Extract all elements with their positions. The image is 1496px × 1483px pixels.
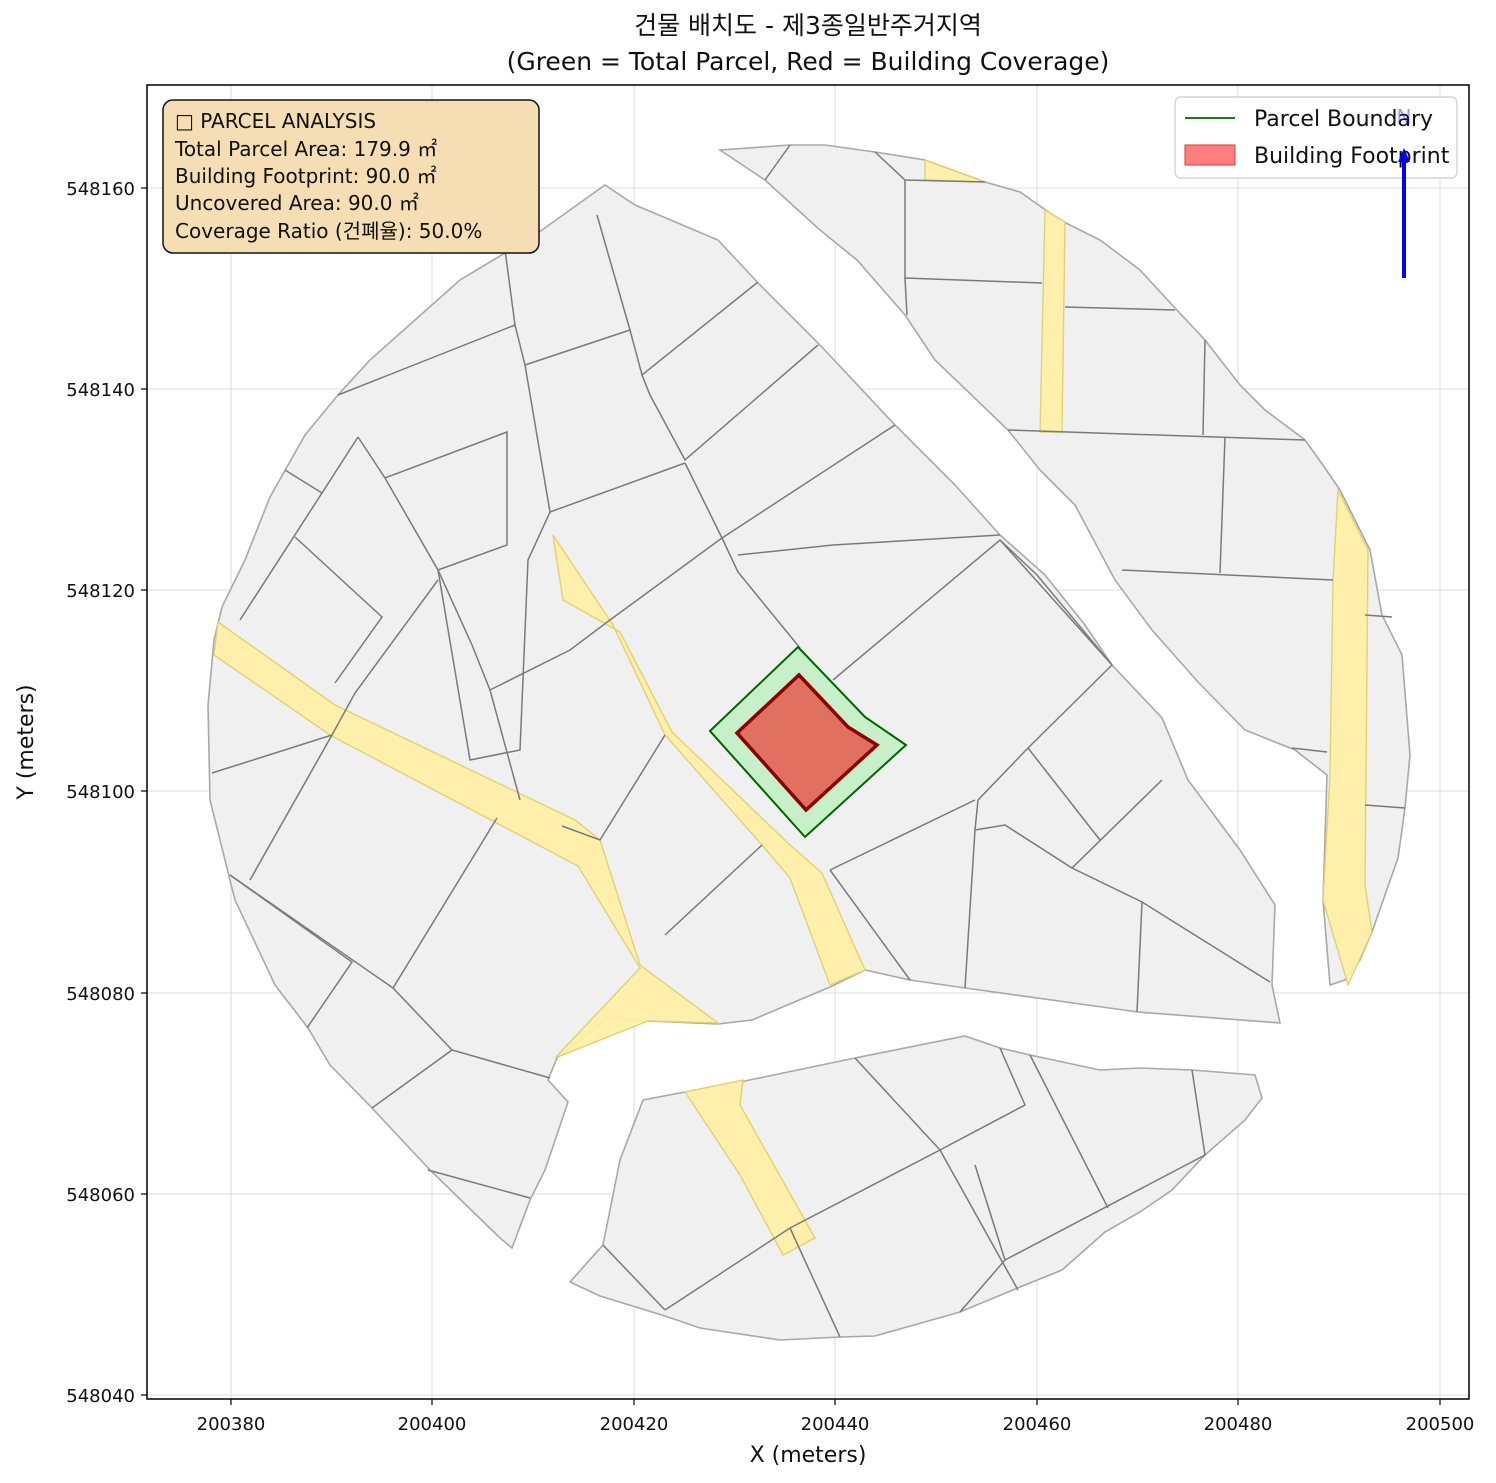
line-ak (764, 144, 791, 181)
info-total-area: Total Parcel Area: 179.9 ㎡ (174, 137, 437, 161)
x-tick-label: 200480 (1204, 1414, 1273, 1435)
line-al (1064, 306, 1176, 311)
line-l (974, 779, 1163, 869)
info-heading: □ PARCEL ANALYSIS (175, 109, 376, 133)
line-at (854, 1047, 1026, 1151)
line-ar (1291, 747, 1328, 753)
y-tick-label: 548080 (66, 984, 135, 1005)
line-h (737, 534, 1001, 556)
line-k (1027, 747, 1101, 841)
building-footprint[interactable] (734, 672, 880, 813)
line-t (357, 430, 508, 571)
line-aw (1029, 1054, 1109, 1209)
legend-background (1174, 96, 1458, 179)
line-ba (789, 1227, 841, 1338)
line-af (371, 1049, 453, 1109)
x-axis-label: X (meters) (750, 1443, 867, 1468)
line-g (721, 537, 801, 649)
line-d (641, 344, 819, 462)
y-axis-label: Y (meters) (14, 684, 39, 800)
north-arrow-label: N (1397, 105, 1412, 129)
line-j (977, 539, 1114, 801)
line-au (939, 1149, 1019, 1291)
x-tick-label: 200420 (600, 1414, 669, 1435)
line-ax (1004, 1069, 1206, 1261)
line-ai (904, 277, 908, 316)
line-z (294, 536, 383, 684)
line-ae (392, 817, 498, 989)
y-tick-label: 548060 (66, 1185, 135, 1206)
line-o (964, 829, 976, 989)
road-strips (213, 158, 1373, 1256)
road-strip-6 (1322, 487, 1373, 988)
parcel-lines (211, 144, 1406, 1338)
axes-frame (146, 84, 1470, 1400)
x-tick-label: 200440 (801, 1414, 870, 1435)
north-arrow: N (1397, 105, 1412, 278)
y-tick-label: 548100 (66, 782, 135, 803)
line-ao (1219, 436, 1226, 574)
info-coverage-ratio: Coverage Ratio (건폐율): 50.0% (175, 219, 482, 243)
line-aj (874, 151, 986, 183)
line-w (437, 511, 551, 761)
info-uncovered-area: Uncovered Area: 90.0 ㎡ (175, 191, 419, 215)
line-ap (1121, 569, 1334, 581)
x-tick-label: 200500 (1406, 1414, 1475, 1435)
line-v (489, 689, 521, 801)
y-tick-marks (141, 187, 147, 1396)
legend: Parcel Boundary Building Footprint (1174, 96, 1458, 179)
line-an (1202, 339, 1206, 436)
line-n (1136, 901, 1143, 1013)
legend-parcel-label: Parcel Boundary (1254, 107, 1433, 132)
line-b (514, 214, 631, 366)
info-box-background (162, 99, 540, 254)
chart-title: 건물 배치도 - 제3종일반주거지역 (634, 11, 982, 40)
info-building-footprint: Building Footprint: 90.0 ㎡ (175, 164, 437, 188)
north-arrow-head (1398, 148, 1410, 162)
road-strip-3 (683, 1079, 816, 1256)
x-tick-label: 200400 (398, 1414, 467, 1435)
y-tick-label: 548040 (66, 1386, 135, 1407)
line-r (664, 844, 763, 936)
line-as (1364, 804, 1406, 809)
legend-building-label: Building Footprint (1254, 144, 1450, 169)
line-ag (427, 1169, 531, 1199)
line-p (829, 799, 976, 871)
line-y (239, 492, 323, 621)
legend-building-swatch (1184, 144, 1236, 166)
y-tick-label: 548160 (66, 179, 135, 200)
line-aq (1364, 614, 1393, 618)
line-ad (229, 874, 551, 1079)
parcel-analysis-box: □ PARCEL ANALYSIS Total Parcel Area: 179… (162, 99, 540, 254)
x-tick-label: 200460 (1003, 1414, 1072, 1435)
chart-subtitle: (Green = Total Parcel, Red = Building Co… (507, 47, 1110, 76)
line-ab (249, 734, 333, 881)
line-s (561, 734, 666, 841)
line-q (829, 869, 911, 981)
x-tick-label: 200380 (197, 1414, 266, 1435)
y-tick-label: 548140 (66, 380, 135, 401)
line-aa (211, 579, 439, 774)
line-am (1007, 429, 1306, 441)
road-strip-4 (1039, 208, 1066, 433)
y-tick-label: 548120 (66, 581, 135, 602)
line-az (602, 1244, 666, 1311)
x-tick-marks (230, 1399, 1441, 1405)
